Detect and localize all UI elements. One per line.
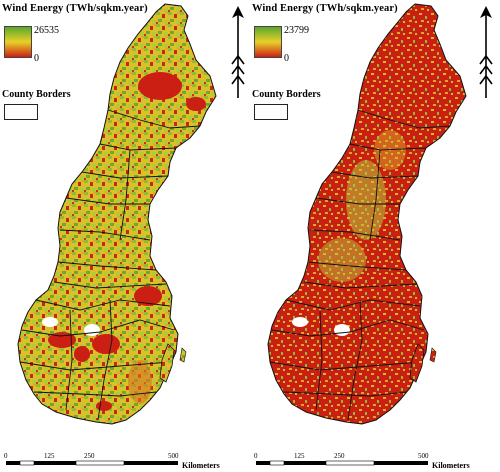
scale-unit: Kilometers — [432, 461, 470, 470]
north-arrow-icon — [479, 6, 493, 98]
county-borders-swatch — [254, 104, 288, 120]
sweden-wind-map-left — [17, 3, 217, 425]
scale-unit: Kilometers — [182, 461, 220, 470]
scale-tick-0: 0 — [254, 452, 258, 460]
islands-right — [409, 343, 437, 383]
scale-tick-125: 125 — [294, 452, 305, 460]
scale-bar — [256, 460, 428, 466]
county-borders-swatch — [4, 104, 38, 120]
scale-tick-500: 500 — [168, 452, 179, 460]
sweden-wind-map-right — [267, 3, 467, 425]
county-borders-label: County Borders — [252, 89, 321, 100]
scale-tick-125: 125 — [44, 452, 55, 460]
color-ramp — [4, 26, 32, 58]
legend-title: Wind Energy (TWh/sqkm.year) — [252, 3, 398, 14]
scale-bar — [6, 460, 178, 466]
scale-tick-500: 500 — [418, 452, 429, 460]
map-panel-left: Wind Energy (TWh/sqkm.year) 26535 0 Coun… — [2, 3, 245, 470]
map-panel-right: Wind Energy (TWh/sqkm.year) 23799 0 Coun… — [250, 0, 500, 472]
ramp-min-value: 0 — [34, 53, 39, 64]
color-ramp — [254, 26, 282, 58]
ramp-max-value: 26535 — [34, 25, 59, 36]
north-arrow-icon — [231, 6, 245, 98]
scale-tick-0: 0 — [4, 452, 8, 460]
legend-title: Wind Energy (TWh/sqkm.year) — [2, 3, 148, 14]
land-left — [17, 3, 217, 425]
scale-tick-250: 250 — [84, 452, 95, 460]
county-borders-label: County Borders — [2, 89, 71, 100]
ramp-max-value: 23799 — [284, 25, 309, 36]
islands-left — [159, 343, 187, 383]
land-right — [267, 3, 467, 425]
scale-tick-250: 250 — [334, 452, 345, 460]
ramp-min-value: 0 — [284, 53, 289, 64]
